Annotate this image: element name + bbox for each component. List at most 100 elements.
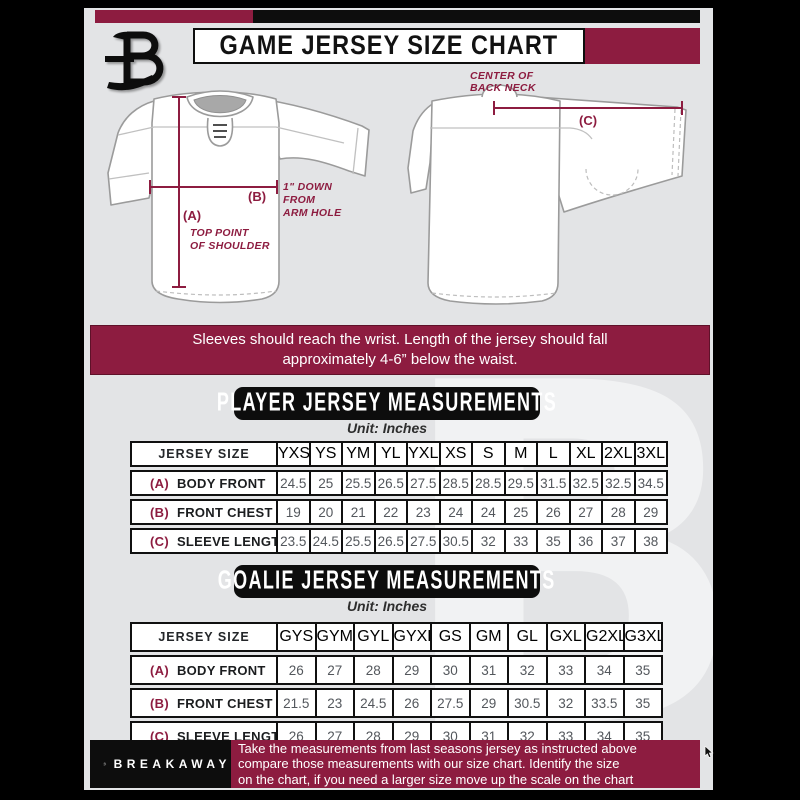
measurement-value-cell: 38 — [635, 528, 668, 554]
size-header-cell: L — [538, 441, 571, 467]
measurement-value-cell: 26 — [393, 688, 432, 718]
measurement-value-cell: 33 — [505, 528, 538, 554]
measurement-value-cell: 24.5 — [278, 470, 311, 496]
measurement-value-cell: 25 — [505, 499, 538, 525]
player-unit-label: Unit: Inches — [346, 420, 428, 436]
size-header-cell: GYXL — [393, 622, 432, 652]
measurement-value-cell: 27.5 — [432, 688, 471, 718]
measurement-value-cell: 30.5 — [509, 688, 548, 718]
table-row: (B) FRONT CHEST 21.5 23 24.5 26 27.5 29 30.5 32 33… — [130, 688, 663, 718]
size-header-cell: G2XL — [586, 622, 625, 652]
measurement-value-cell: 32 — [509, 655, 548, 685]
size-header-cell: YXL — [408, 441, 441, 467]
footer-instructions: Take the measurements from last seasons … — [231, 740, 700, 788]
measurement-value-cell: 33.5 — [586, 688, 625, 718]
player-measurements-heading: PLAYER JERSEY MEASUREMENTS — [217, 387, 556, 420]
size-header-cell: 2XL — [603, 441, 636, 467]
instruction-line-2: approximately 4-6” below the waist. — [282, 351, 518, 368]
measurement-value-cell: 26.5 — [375, 470, 408, 496]
flyer-page: B GAME JERSEY SIZE CHART — [84, 8, 713, 790]
table-row: (B) FRONT CHEST 19 20 21 22 23 24 24 25 26 27 28 29 — [130, 499, 668, 525]
measurement-value-cell: 25.5 — [343, 528, 376, 554]
measurement-value-cell: 32 — [473, 528, 506, 554]
size-header-cell: G3XL — [624, 622, 663, 652]
size-header-cell: GL — [509, 622, 548, 652]
footer-brand-block: BREAKAWAY — [90, 740, 231, 788]
size-header-cell: GYS — [278, 622, 317, 652]
measurement-value-cell: 35 — [624, 688, 663, 718]
instruction-line-1: Sleeves should reach the wrist. Length o… — [192, 331, 608, 348]
size-header-cell: XL — [570, 441, 603, 467]
measurement-value-cell: 29 — [635, 499, 668, 525]
measurement-value-cell: 21 — [343, 499, 376, 525]
measurement-value-cell: 29.5 — [505, 470, 538, 496]
measurement-value-cell: 24.5 — [310, 528, 343, 554]
measurement-value-cell: 30 — [432, 655, 471, 685]
measurement-value-cell: 28 — [355, 655, 394, 685]
size-header-cell: GM — [470, 622, 509, 652]
player-size-table: JERSEY SIZE YXS YS YM YL YXL XS S M L XL 2XL 3XL (A) B… — [130, 438, 668, 557]
measurement-value-cell: 29 — [470, 688, 509, 718]
measurement-value-cell: 22 — [375, 499, 408, 525]
goalie-size-table: JERSEY SIZE GYS GYM GYL GYXL GS GM GL GXL G2XL G3X… — [130, 619, 663, 754]
label-b-key: (B) — [248, 189, 266, 204]
label-c-line1: CENTER OF — [470, 70, 534, 82]
label-b-line1: 1" DOWN — [283, 181, 332, 193]
top-accent-bar-black — [253, 10, 700, 23]
measurement-value-cell: 30.5 — [440, 528, 473, 554]
measure-line-b — [149, 180, 278, 194]
label-a-key: (A) — [183, 208, 201, 223]
measurement-value-cell: 36 — [570, 528, 603, 554]
lace-icon — [213, 124, 227, 138]
table-corner-cell: JERSEY SIZE — [130, 622, 278, 652]
size-header-cell: YM — [343, 441, 376, 467]
size-header-cell: M — [505, 441, 538, 467]
top-accent-bar-maroon — [95, 10, 253, 23]
size-header-cell: GS — [432, 622, 471, 652]
table-row: (A) BODY FRONT 24.5 25 25.5 26.5 27.5 28.5 28.5 2… — [130, 470, 668, 496]
measurement-value-cell: 23 — [316, 688, 355, 718]
measurement-value-cell: 24 — [440, 499, 473, 525]
measurement-value-cell: 32 — [547, 688, 586, 718]
label-b-line2: FROM — [283, 194, 315, 206]
measurement-row-label: (A) BODY FRONT — [130, 655, 278, 685]
footer-brand-name: BREAKAWAY — [113, 757, 231, 771]
footer-line-1: Take the measurements from last seasons … — [238, 740, 637, 756]
label-b-line3: ARM HOLE — [282, 207, 342, 219]
instruction-banner: Sleeves should reach the wrist. Length o… — [90, 325, 710, 375]
footer-line-2: compare those measurements with our size… — [238, 756, 620, 772]
measurement-value-cell: 26 — [538, 499, 571, 525]
title-banner: GAME JERSEY SIZE CHART — [193, 28, 585, 64]
size-header-cell: S — [473, 441, 506, 467]
measurement-value-cell: 27.5 — [408, 528, 441, 554]
measurement-value-cell: 29 — [393, 655, 432, 685]
size-header-cell: YXS — [278, 441, 311, 467]
size-header-cell: 3XL — [635, 441, 668, 467]
measurement-value-cell: 23.5 — [278, 528, 311, 554]
measurement-value-cell: 31 — [470, 655, 509, 685]
measurement-value-cell: 25 — [310, 470, 343, 496]
measurement-value-cell: 28 — [603, 499, 636, 525]
measurement-value-cell: 35 — [624, 655, 663, 685]
size-header-cell: XS — [440, 441, 473, 467]
label-c-key: (C) — [579, 113, 597, 128]
measurement-value-cell: 27 — [570, 499, 603, 525]
measurement-value-cell: 32.5 — [570, 470, 603, 496]
measurement-row-label: (C) SLEEVE LENGTH — [130, 528, 278, 554]
measurement-value-cell: 23 — [408, 499, 441, 525]
table-row: (A) BODY FRONT 26 27 28 29 30 31 32 33 34 35 — [130, 655, 663, 685]
measurement-value-cell: 28.5 — [473, 470, 506, 496]
table-corner-cell: JERSEY SIZE — [130, 441, 278, 467]
back-jersey-drawing: (C) CENTER OF BACK NECK — [407, 70, 687, 305]
measurement-row-label: (B) FRONT CHEST — [130, 688, 278, 718]
goalie-unit-label: Unit: Inches — [346, 598, 428, 614]
footer-line-3: on the chart, if you need a larger size … — [238, 771, 634, 787]
measurement-value-cell: 27 — [316, 655, 355, 685]
measurement-value-cell: 33 — [547, 655, 586, 685]
measurement-value-cell: 20 — [310, 499, 343, 525]
size-header-cell: GYM — [316, 622, 355, 652]
measurement-value-cell: 26.5 — [375, 528, 408, 554]
breakaway-footer-logo-icon — [103, 762, 106, 766]
measurement-value-cell: 34.5 — [635, 470, 668, 496]
